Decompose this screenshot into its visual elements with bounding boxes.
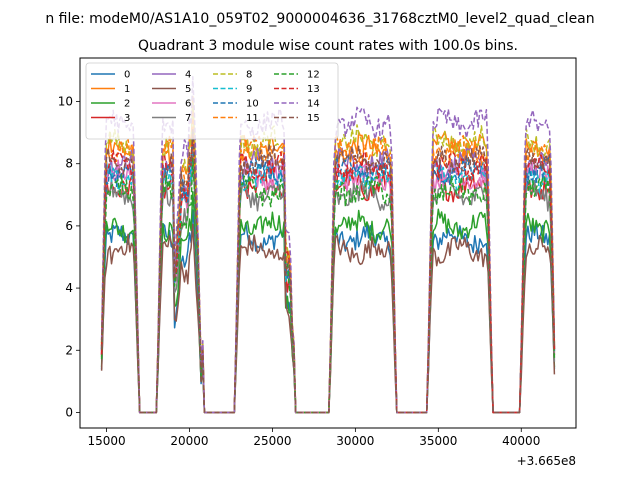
series-line-14 bbox=[100, 75, 556, 414]
legend-label: 7 bbox=[185, 113, 191, 124]
legend-label: 14 bbox=[307, 99, 320, 110]
legend-label: 9 bbox=[246, 84, 252, 95]
chart-title: Quadrant 3 module wise count rates with … bbox=[138, 38, 518, 54]
axes-layer: 15000 20000 25000 30000 35000 40000 0 2 4 6 8 10 bbox=[58, 95, 541, 448]
x-tick-label: 15000 bbox=[87, 434, 125, 448]
y-tick-label: 0 bbox=[65, 405, 73, 419]
chart-suptitle: n file: modeM0/AS1A10_059T02_9000004636_… bbox=[45, 11, 594, 27]
series-line-15 bbox=[100, 128, 556, 414]
x-tick-label: 35000 bbox=[419, 434, 457, 448]
series-line-7 bbox=[100, 165, 556, 414]
legend-label: 8 bbox=[246, 70, 252, 81]
series-line-11 bbox=[100, 109, 556, 414]
legend-label: 3 bbox=[124, 113, 130, 124]
series-layer bbox=[100, 75, 556, 414]
legend-label: 15 bbox=[307, 113, 320, 124]
series-line-2 bbox=[100, 190, 556, 414]
legend-label: 12 bbox=[307, 70, 320, 81]
x-tick-label: 20000 bbox=[170, 434, 208, 448]
x-offset-label: +3.665e8 bbox=[517, 454, 576, 468]
x-tick-label: 30000 bbox=[336, 434, 374, 448]
legend-label: 1 bbox=[124, 84, 130, 95]
legend-label: 5 bbox=[185, 84, 191, 95]
legend-label: 10 bbox=[246, 99, 259, 110]
legend-box bbox=[85, 62, 339, 140]
legend-label: 2 bbox=[124, 99, 130, 110]
legend-label: 6 bbox=[185, 99, 191, 110]
y-tick-label: 2 bbox=[65, 343, 73, 357]
y-tick-label: 6 bbox=[65, 219, 73, 233]
y-tick-label: 8 bbox=[65, 157, 73, 171]
legend-label: 4 bbox=[185, 70, 191, 81]
plot-frame bbox=[79, 57, 577, 429]
x-tick-label: 40000 bbox=[502, 434, 540, 448]
y-tick-label: 4 bbox=[65, 281, 73, 295]
legend-label: 0 bbox=[124, 70, 130, 81]
y-tick-label: 10 bbox=[58, 95, 73, 109]
legend-label: 11 bbox=[246, 113, 259, 124]
legend-label: 13 bbox=[307, 84, 320, 95]
x-tick-label: 25000 bbox=[253, 434, 291, 448]
